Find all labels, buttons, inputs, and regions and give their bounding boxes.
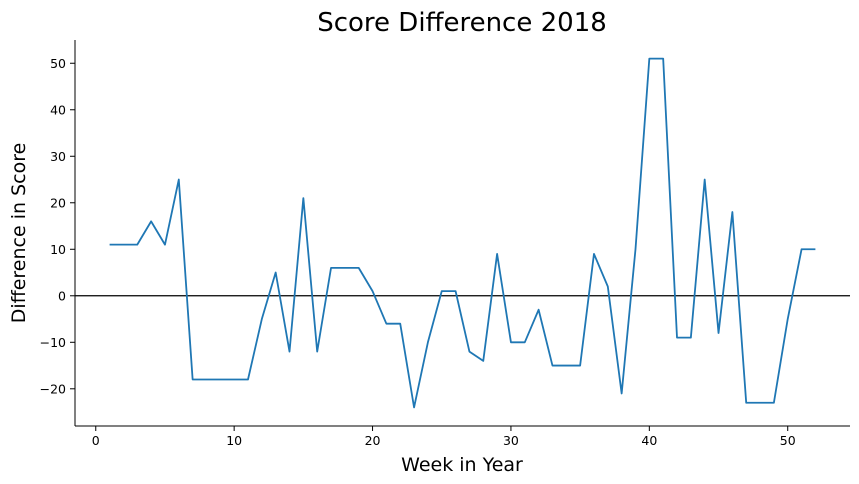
series-line <box>109 57 816 409</box>
y-tick-label: 30 <box>50 149 66 164</box>
y-tick-label: 40 <box>50 102 66 117</box>
y-tick-label: 10 <box>50 242 66 257</box>
x-tick-label: 0 <box>92 433 100 448</box>
chart-title: Score Difference 2018 <box>317 8 607 38</box>
y-tick-label: 50 <box>50 56 66 71</box>
x-axis-label: Week in Year <box>401 454 523 476</box>
y-tick-label: 0 <box>58 288 66 303</box>
x-tick-label: 30 <box>503 433 519 448</box>
x-tick-label: 50 <box>780 433 796 448</box>
y-tick-label: 20 <box>50 195 66 210</box>
x-tick-label: 40 <box>641 433 657 448</box>
x-tick-label: 10 <box>226 433 242 448</box>
y-axis-label: Difference in Score <box>8 143 30 324</box>
y-tick-label: −20 <box>40 381 66 396</box>
y-tick-label: −10 <box>40 335 66 350</box>
x-tick-label: 20 <box>365 433 381 448</box>
plot-area: 0 10 20 30 40 50 −20 −10 0 10 20 30 40 50 <box>40 40 850 448</box>
